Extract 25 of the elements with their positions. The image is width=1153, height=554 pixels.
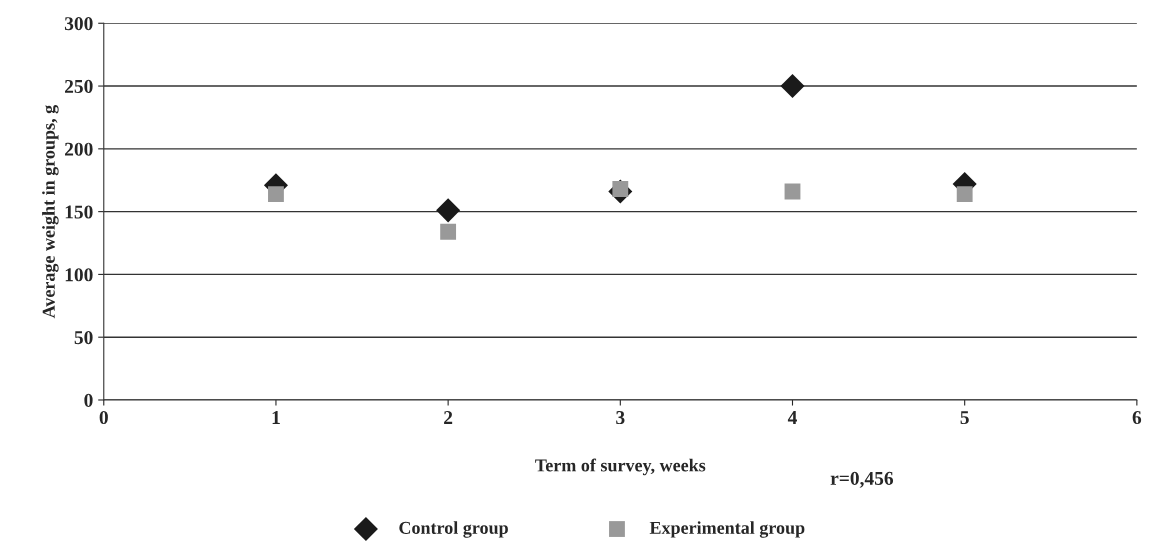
point: [956, 186, 973, 202]
point: [440, 223, 457, 240]
y-tick-label: 50: [74, 331, 93, 345]
point: [268, 186, 284, 202]
x-tick-label: 5: [960, 411, 969, 425]
x-tick-label: 3: [616, 411, 625, 425]
y-axis-title: Average weight in groups, g: [42, 105, 59, 319]
x-tick-label: 4: [787, 411, 797, 424]
y-tick-label: 300: [64, 17, 93, 31]
x-tick-label: 2: [444, 411, 453, 424]
point: [780, 74, 805, 99]
point: [784, 183, 801, 200]
x-axis-title: Term of survey, weeks: [535, 458, 706, 476]
point: [436, 198, 461, 223]
y-tick-label: 100: [65, 268, 93, 282]
legend-label: Control group: [399, 521, 508, 538]
y-tick-label: 150: [65, 205, 93, 219]
y-tick-label: 250: [65, 79, 93, 93]
text: r=0,456: [830, 471, 894, 488]
x-tick-label: 1: [272, 411, 280, 424]
legend-label: Experimental group: [649, 521, 805, 538]
y-tick-label: 0: [84, 393, 93, 407]
x-tick-label: 6: [1132, 411, 1142, 425]
x-tick-label: 0: [99, 410, 108, 425]
y-tick-label: 200: [65, 142, 93, 156]
